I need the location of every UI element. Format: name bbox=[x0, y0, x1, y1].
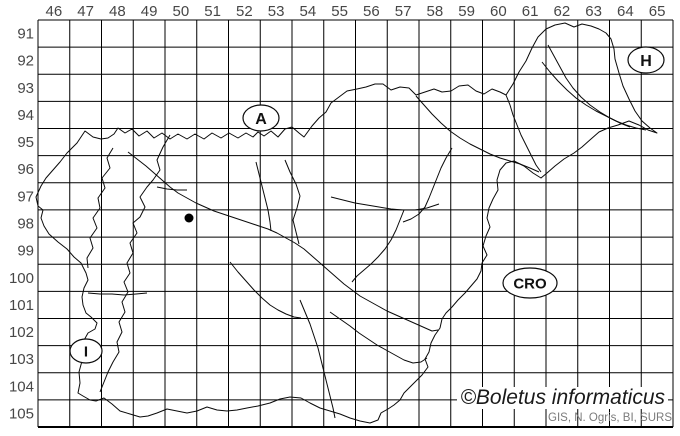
row-label: 93 bbox=[17, 80, 34, 97]
col-label: 64 bbox=[617, 3, 634, 20]
river-path bbox=[86, 147, 114, 269]
country-label-text: A bbox=[255, 111, 267, 128]
col-label: 50 bbox=[173, 3, 190, 20]
row-label: 104 bbox=[9, 378, 34, 395]
country-label-croatia: CRO bbox=[502, 267, 558, 299]
row-label: 105 bbox=[9, 405, 34, 422]
col-label: 62 bbox=[554, 3, 571, 20]
river-path bbox=[127, 151, 439, 332]
country-label-text: CRO bbox=[513, 275, 547, 292]
country-ellipse bbox=[69, 338, 103, 364]
country-label-text: H bbox=[640, 53, 652, 70]
col-label: 46 bbox=[46, 3, 63, 20]
river-path bbox=[351, 209, 405, 283]
river-path bbox=[87, 292, 148, 296]
river-path bbox=[415, 95, 540, 173]
river-path bbox=[255, 161, 272, 232]
country-label-austria: A bbox=[242, 104, 280, 132]
country-ellipse bbox=[627, 46, 665, 74]
col-label: 52 bbox=[236, 3, 253, 20]
country-label-text: I bbox=[84, 343, 88, 360]
col-label: 60 bbox=[490, 3, 507, 20]
col-label: 56 bbox=[363, 3, 380, 20]
grid-labels: 46 47 48 49 50 51 52 53 54 55 56 57 58 59 60 61 62 63 64 65… bbox=[9, 3, 666, 422]
country-ellipse bbox=[502, 267, 558, 299]
row-label: 96 bbox=[17, 161, 34, 178]
col-label: 57 bbox=[395, 3, 412, 20]
river-path bbox=[299, 299, 336, 419]
col-label: 58 bbox=[427, 3, 444, 20]
river-path bbox=[547, 44, 631, 128]
row-label: 94 bbox=[17, 107, 34, 124]
col-label: 53 bbox=[268, 3, 285, 20]
data-source-label: GIS, N. Ogris, BI, SURS bbox=[548, 412, 672, 424]
row-label: 100 bbox=[9, 270, 34, 287]
row-label: 103 bbox=[9, 351, 34, 368]
row-label: 92 bbox=[17, 53, 34, 70]
river-path bbox=[329, 311, 428, 364]
river-path bbox=[99, 134, 171, 393]
row-label: 98 bbox=[17, 215, 34, 232]
col-label: 48 bbox=[109, 3, 126, 20]
row-label: 101 bbox=[9, 297, 34, 314]
grid-lines bbox=[37, 19, 674, 428]
river-path bbox=[505, 94, 542, 173]
record-marker-dot[interactable] bbox=[184, 213, 194, 223]
row-label: 99 bbox=[17, 243, 34, 260]
col-label: 61 bbox=[522, 3, 539, 20]
row-label: 102 bbox=[9, 324, 34, 341]
river-path bbox=[330, 196, 440, 211]
river-path bbox=[541, 61, 647, 131]
row-label: 91 bbox=[17, 26, 34, 43]
country-ellipse bbox=[242, 104, 280, 132]
col-label: 65 bbox=[649, 3, 666, 20]
col-label: 54 bbox=[300, 3, 317, 20]
col-label: 59 bbox=[458, 3, 475, 20]
col-label: 55 bbox=[331, 3, 348, 20]
country-label-hungary: H bbox=[627, 46, 665, 74]
river-path bbox=[402, 147, 453, 223]
river-path bbox=[229, 261, 302, 319]
river-path bbox=[284, 159, 301, 245]
slovenia-border-path bbox=[35, 22, 658, 424]
col-label: 51 bbox=[204, 3, 221, 20]
row-label: 95 bbox=[17, 134, 34, 151]
col-label: 63 bbox=[585, 3, 602, 20]
copyright-label: ©Boletus informaticus bbox=[457, 387, 668, 409]
col-label: 49 bbox=[141, 3, 158, 20]
row-label: 97 bbox=[17, 188, 34, 205]
river-path bbox=[156, 186, 187, 191]
col-label: 47 bbox=[77, 3, 94, 20]
map-outline bbox=[35, 22, 658, 424]
country-label-italy: I bbox=[69, 338, 103, 364]
